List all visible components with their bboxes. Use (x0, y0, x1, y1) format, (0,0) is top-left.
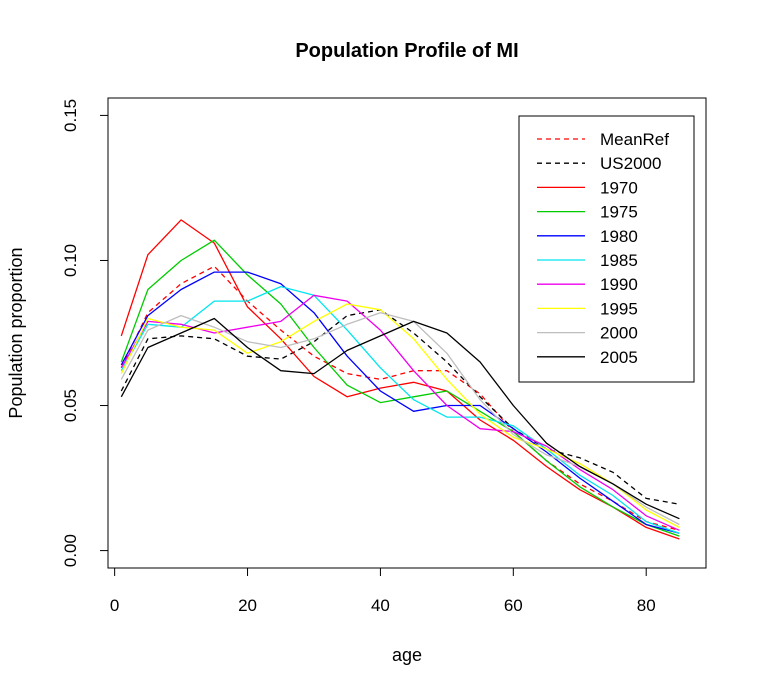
x-tick-label: 80 (637, 596, 656, 615)
legend-label: US2000 (600, 154, 661, 173)
series-line-1985 (120, 285, 680, 534)
y-tick-label: 0.15 (61, 99, 80, 132)
legend: MeanRef US2000 1970 1975 1980 1985 1990 1995 200… (518, 115, 695, 383)
legend-label: 1990 (600, 275, 638, 294)
legend-label: MeanRef (600, 130, 669, 149)
x-tick-label: 60 (504, 596, 523, 615)
legend-label: 2005 (600, 348, 638, 367)
series-line-1975 (120, 239, 680, 537)
legend-label: 1980 (600, 227, 638, 246)
legend-label: 1995 (600, 299, 638, 318)
legend-label: 1970 (600, 178, 638, 197)
legend-label: 1975 (600, 203, 638, 222)
series-lines (120, 219, 680, 540)
y-tick-label: 0.00 (61, 534, 80, 567)
series-line-meanref (120, 265, 680, 531)
y-tick-label: 0.10 (61, 244, 80, 277)
legend-label: 2000 (600, 324, 638, 343)
x-axis: 0 20 40 60 80 (110, 567, 656, 615)
series-line-1980 (120, 271, 680, 534)
chart-title: Population Profile of MI (295, 40, 518, 62)
series-line-1995 (120, 303, 680, 528)
series-line-1990 (120, 294, 680, 531)
series-line-2005 (120, 317, 680, 520)
x-axis-label: age (392, 645, 422, 665)
legend-box (518, 115, 695, 383)
series-line-1970 (120, 219, 680, 540)
series-line-us2000 (120, 309, 680, 505)
x-tick-label: 0 (110, 596, 119, 615)
y-axis-label: Population proportion (6, 247, 26, 418)
x-tick-label: 40 (371, 596, 390, 615)
y-tick-label: 0.05 (61, 389, 80, 422)
x-tick-label: 20 (238, 596, 257, 615)
y-axis: 0.00 0.05 0.10 0.15 (61, 99, 109, 567)
legend-label: 1985 (600, 251, 638, 270)
